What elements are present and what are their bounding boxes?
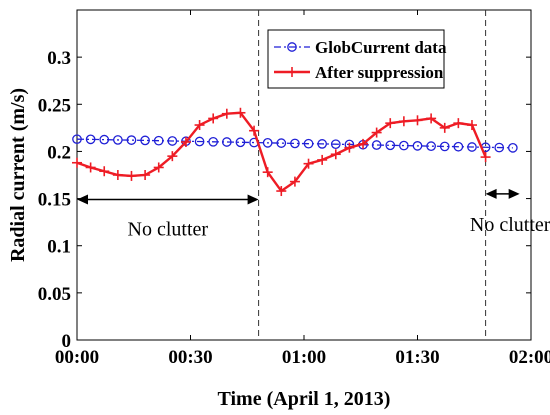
after-suppression-point <box>180 137 191 147</box>
after-suppression-point <box>480 152 491 163</box>
after-suppression-point <box>249 125 260 136</box>
after-suppression-point <box>99 166 110 177</box>
after-suppression-point <box>221 108 232 119</box>
y-tick-label: 0.2 <box>47 142 71 163</box>
globcurrent-point <box>262 137 273 148</box>
x-tick-label: 01:00 <box>282 347 326 368</box>
x-axis-ticks: 00:00 00:30 01:00 01:30 02:00 <box>55 10 550 368</box>
y-tick-label: 0.05 <box>38 284 71 305</box>
legend: GlobCurrent data After suppression <box>267 29 447 89</box>
y-axis-title: Radial current (m/s) <box>7 88 29 262</box>
globcurrent-point <box>371 140 382 150</box>
y-tick-label: 0.3 <box>47 48 71 69</box>
globcurrent-point <box>85 134 96 145</box>
after-suppression-point <box>140 170 151 180</box>
no-clutter-annotation: No clutter <box>470 188 550 236</box>
globcurrent-point <box>113 135 123 145</box>
globcurrent-point <box>453 141 464 152</box>
series-layer <box>72 107 518 197</box>
after-suppression-point <box>194 120 205 131</box>
after-suppression-line <box>76 111 487 193</box>
y-tick-label: 0.25 <box>38 95 71 116</box>
y-tick-label: 0.1 <box>47 237 71 258</box>
legend-box <box>267 29 445 89</box>
globcurrent-point <box>507 142 518 153</box>
after-suppression-point <box>344 142 355 153</box>
after-suppression-point <box>412 115 423 126</box>
globcurrent-point <box>385 140 396 151</box>
after-suppression-point <box>398 116 409 127</box>
y-axis-ticks: 0 0.05 0.1 0.15 0.2 0.25 0.3 <box>38 48 531 352</box>
after-suppression-point <box>262 167 273 178</box>
globcurrent-point <box>399 140 409 151</box>
x-tick-label: 00:30 <box>168 347 212 368</box>
after-suppression-point <box>371 127 382 138</box>
globcurrent-point <box>153 135 164 146</box>
series-globcurrent <box>72 134 518 153</box>
globcurrent-point <box>290 138 300 149</box>
globcurrent-point <box>140 135 150 146</box>
arrow-head-right <box>508 188 520 199</box>
globcurrent-point <box>235 137 246 148</box>
after-suppression-point <box>358 138 369 149</box>
globcurrent-point <box>126 135 137 145</box>
after-suppression-point <box>303 158 314 169</box>
legend-sample-after-suppression <box>274 67 310 77</box>
series-after-suppression <box>72 107 491 197</box>
after-suppression-point <box>426 113 437 124</box>
x-tick-label: 01:30 <box>395 347 439 368</box>
x-tick-label: 00:00 <box>55 347 99 368</box>
after-suppression-point <box>126 170 137 181</box>
after-suppression-point <box>276 186 287 197</box>
legend-label-globcurrent: GlobCurrent data <box>315 38 447 57</box>
globcurrent-point <box>99 134 110 145</box>
globcurrent-point <box>467 142 477 152</box>
after-suppression-point <box>330 149 341 160</box>
globcurrent-point <box>167 136 178 146</box>
after-suppression-point <box>153 162 164 173</box>
after-suppression-point <box>235 107 246 118</box>
globcurrent-point <box>317 139 328 149</box>
after-suppression-point <box>208 113 219 124</box>
globcurrent-point <box>72 134 82 145</box>
globcurrent-point <box>194 136 205 147</box>
no-clutter-annotation: No clutter <box>77 194 259 241</box>
y-tick-label: 0 <box>62 331 72 352</box>
arrow-head-right <box>247 194 259 205</box>
after-suppression-point <box>453 118 464 129</box>
after-suppression-point <box>72 157 82 168</box>
x-tick-label: 02:00 <box>509 347 550 368</box>
after-suppression-point <box>289 176 300 187</box>
arrow-head-left <box>77 194 88 205</box>
globcurrent-point <box>412 141 423 151</box>
after-suppression-point <box>85 162 96 173</box>
y-tick-label: 0.15 <box>38 190 71 211</box>
after-suppression-point <box>317 154 328 165</box>
x-axis-title: Time (April 1, 2013) <box>218 388 391 410</box>
legend-marker <box>287 67 297 77</box>
globcurrent-point <box>276 138 287 148</box>
reference-lines <box>258 10 487 340</box>
globcurrent-point <box>330 139 341 150</box>
legend-marker <box>287 42 297 52</box>
globcurrent-point <box>221 137 232 147</box>
after-suppression-point <box>385 118 396 129</box>
annotations: No clutter No clutter <box>77 188 550 241</box>
legend-sample-globcurrent <box>274 42 310 52</box>
annotation-label: No clutter <box>128 219 209 241</box>
after-suppression-point <box>439 122 450 133</box>
globcurrent-point <box>303 138 314 149</box>
globcurrent-point <box>208 136 219 147</box>
after-suppression-point <box>466 120 477 131</box>
arrow-head-left <box>485 188 497 199</box>
after-suppression-point <box>112 170 123 180</box>
globcurrent-point <box>426 141 436 151</box>
annotation-label: No clutter <box>470 214 550 236</box>
globcurrent-point <box>494 142 505 153</box>
legend-label-after-suppression: After suppression <box>315 63 444 82</box>
globcurrent-point <box>439 141 450 152</box>
after-suppression-point <box>167 151 178 162</box>
